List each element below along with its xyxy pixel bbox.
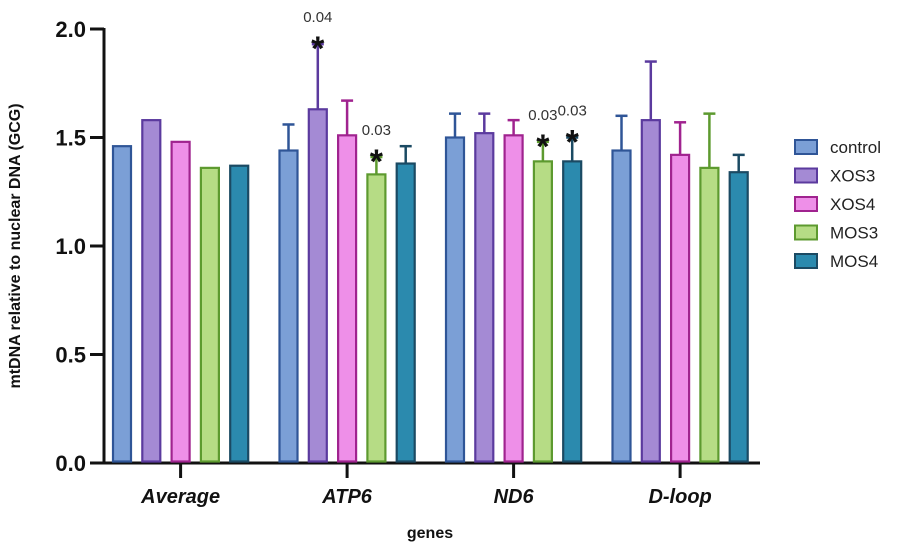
legend-swatch-xos4 [794, 196, 818, 212]
p-value-label: 0.03 [558, 103, 587, 120]
legend-label-mos4: MOS4 [830, 252, 878, 271]
bars [111, 42, 749, 463]
bar-xos3-atp6 [307, 108, 328, 463]
y-axis-title: mtDNA relative to nuclear DNA (GCG) [7, 103, 24, 388]
legend-label-mos3: MOS3 [830, 224, 878, 243]
bar-mos4-atp6 [395, 162, 416, 463]
x-tick-label: ND6 [494, 486, 535, 508]
y-tick-label: 0.5 [55, 343, 86, 368]
p-value-label: 0.03 [362, 122, 391, 139]
annotations: * 0.04 * 0.03 * 0.03 * 0.03 [303, 9, 587, 181]
legend-swatch-control [794, 139, 818, 155]
bar-mos3-average [199, 166, 220, 463]
bar-mos4-average [229, 164, 250, 463]
legend-swatch-mos3 [794, 224, 818, 241]
bar-xos3-d-loop [640, 119, 661, 463]
bar-xos4-d-loop [669, 153, 691, 463]
bar-xos4-average [170, 140, 191, 463]
significance-star: * [536, 128, 550, 166]
y-tick-label: 2.0 [55, 17, 86, 42]
y-tick-label: 1.0 [55, 234, 86, 259]
p-value-label: 0.03 [528, 107, 557, 124]
legend-swatch-mos4 [794, 253, 818, 269]
x-tick-label: D-loop [648, 486, 711, 508]
bar-xos3-average [141, 119, 162, 463]
significance-star: * [566, 124, 580, 162]
bar-control-average [111, 145, 133, 463]
p-value-label: 0.04 [303, 9, 332, 26]
bar-control-nd6 [444, 136, 466, 463]
legend: control XOS3 XOS4 MOS3 MOS4 [794, 138, 881, 271]
y-tick-label: 1.5 [55, 126, 86, 151]
legend-swatch-xos3 [794, 167, 818, 184]
bar-mos3-atp6 [366, 173, 387, 463]
legend-label-control: control [830, 138, 881, 157]
bar-xos4-atp6 [337, 134, 358, 463]
bar-xos4-nd6 [503, 134, 524, 463]
x-tick-label: ATP6 [321, 486, 373, 508]
bar-xos3-nd6 [474, 132, 495, 463]
bar-control-atp6 [278, 149, 299, 463]
significance-star: * [370, 143, 384, 181]
bar-mos3-nd6 [532, 160, 554, 463]
legend-label-xos3: XOS3 [830, 167, 875, 186]
axes: 0.0 0.5 1.0 1.5 2.0 Average ATP6 ND6 D-loop [55, 17, 760, 508]
bar-mos3-d-loop [699, 166, 720, 463]
x-tick-label: Average [140, 486, 220, 508]
bar-mos4-nd6 [562, 160, 583, 463]
significance-star: * [311, 30, 325, 68]
legend-label-xos4: XOS4 [830, 195, 875, 214]
y-tick-label: 0.0 [55, 451, 86, 476]
bar-mos4-d-loop [728, 171, 749, 463]
bar-control-d-loop [611, 149, 632, 463]
x-axis-title: genes [407, 525, 453, 542]
